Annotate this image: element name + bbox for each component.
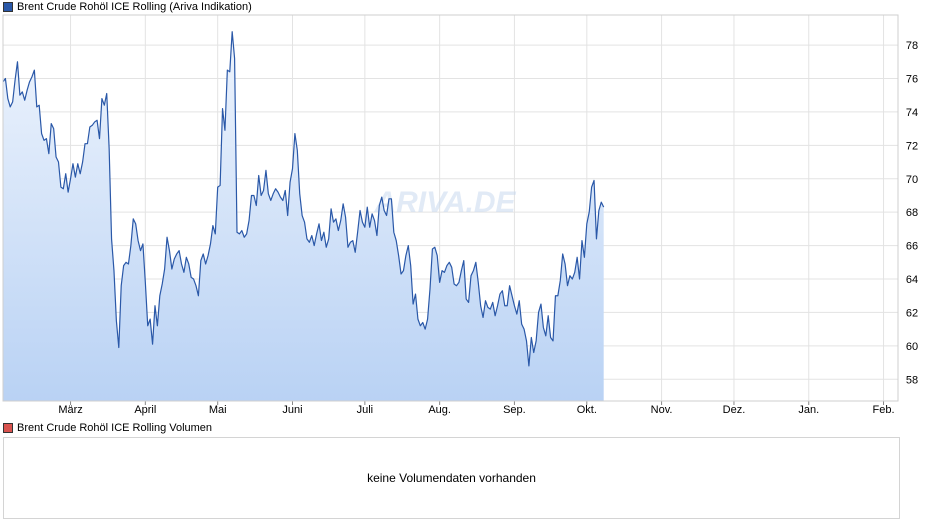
y-tick-label: 60 — [906, 341, 918, 353]
x-tick-label: Feb. — [873, 404, 895, 416]
watermark: ARIVA.DE — [373, 186, 516, 219]
price-legend-label: Brent Crude Rohöl ICE Rolling (Ariva Ind… — [17, 1, 252, 13]
x-tick-label: Sep. — [503, 404, 526, 416]
volume-legend-swatch — [3, 423, 13, 433]
x-tick-label: Aug. — [428, 404, 451, 416]
x-tick-label: Okt. — [577, 404, 597, 416]
y-tick-label: 64 — [906, 274, 918, 286]
y-tick-label: 78 — [906, 40, 918, 52]
volume-legend: Brent Crude Rohöl ICE Rolling Volumen — [3, 421, 212, 435]
x-tick-label: Mai — [209, 404, 227, 416]
y-tick-label: 72 — [906, 140, 918, 152]
x-tick-label: März — [58, 404, 82, 416]
price-legend-swatch — [3, 2, 13, 12]
y-tick-label: 66 — [906, 241, 918, 253]
y-tick-label: 62 — [906, 307, 918, 319]
x-tick-label: Nov. — [651, 404, 673, 416]
volume-empty-message: keine Volumendaten vorhanden — [367, 471, 536, 485]
volume-legend-label: Brent Crude Rohöl ICE Rolling Volumen — [17, 422, 213, 434]
y-tick-label: 68 — [906, 207, 918, 219]
price-area-fill — [3, 31, 604, 402]
x-tick-label: Dez. — [723, 404, 746, 416]
volume-panel: keine Volumendaten vorhanden — [3, 437, 900, 519]
x-tick-label: Juli — [357, 404, 374, 416]
x-tick-label: April — [134, 404, 156, 416]
x-tick-label: Jan. — [798, 404, 819, 416]
price-legend: Brent Crude Rohöl ICE Rolling (Ariva Ind… — [3, 0, 252, 14]
x-tick-label: Juni — [282, 404, 302, 416]
price-chart: 58 60 62 64 66 68 70 72 74 76 78 März April Mai Juni Ju… — [2, 14, 918, 416]
price-line — [2, 31, 605, 367]
plot-frame — [2, 14, 899, 402]
y-tick-label: 76 — [906, 73, 918, 85]
y-tick-label: 58 — [906, 374, 918, 386]
y-tick-label: 74 — [906, 107, 918, 119]
y-tick-label: 70 — [906, 174, 918, 186]
